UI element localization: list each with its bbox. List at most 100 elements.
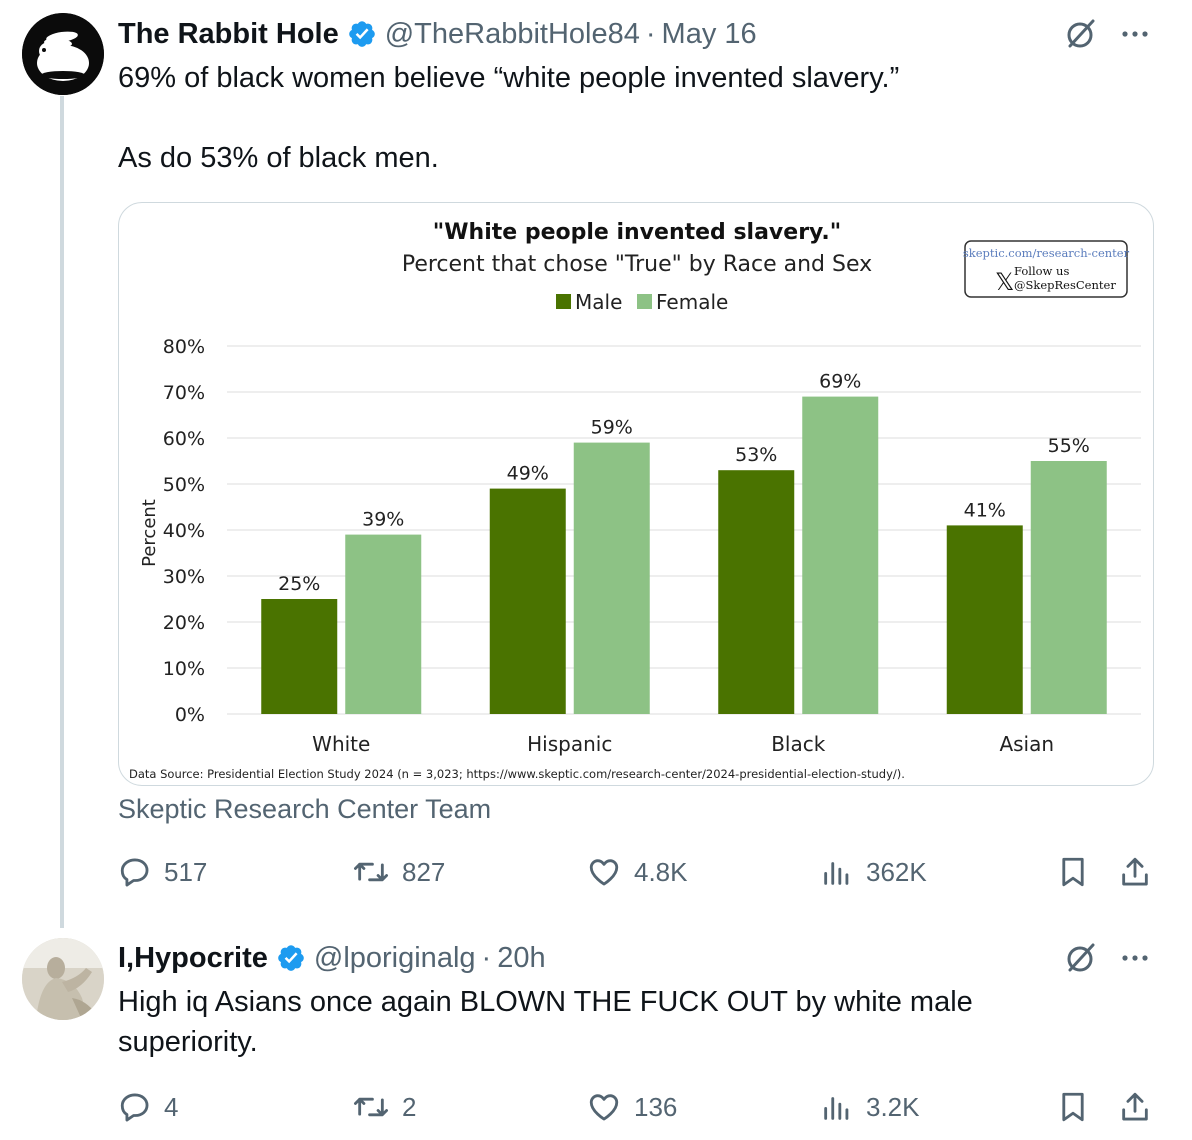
bar-male-black [718,470,795,714]
share-icon[interactable] [1118,855,1152,889]
y-tick-label: 70% [163,382,205,404]
display-name[interactable]: I,Hypocrite [118,941,268,974]
chart-legend: Male Female [556,290,728,314]
bar-value-label: 39% [362,509,404,531]
y-tick-label: 50% [163,474,205,496]
repost-icon [353,1097,388,1117]
bar-male-asian [946,525,1023,714]
display-name[interactable]: The Rabbit Hole [118,17,339,50]
chart-subtitle: Percent that chose "True" by Race and Se… [402,252,872,277]
views-count: 3.2K [866,1091,920,1122]
reply-button[interactable]: 4 [118,1087,178,1127]
like-count: 4.8K [634,856,688,887]
timestamp[interactable]: May 16 [661,17,757,50]
bar-value-label: 53% [735,444,777,466]
bookmark-icon[interactable] [1056,1090,1090,1124]
like-icon [589,1094,619,1121]
more-icon[interactable] [1118,17,1152,51]
statue-avatar-icon [22,938,104,1020]
reply-count: 4 [164,1091,179,1122]
avatar[interactable] [22,938,104,1020]
views-button[interactable]: 362K [820,852,927,892]
separator-dot: · [481,941,492,974]
verified-badge-icon [348,21,375,47]
thread-connector-line [60,96,64,928]
user-handle[interactable]: @TheRabbitHole84 [384,17,640,50]
like-button[interactable]: 4.8K [586,852,688,892]
share-icon[interactable] [1118,1090,1152,1124]
views-count: 362K [866,856,927,887]
tweet-text-line: High iq Asians once again BLOWN THE FUCK… [118,986,973,1018]
badge-follow: Follow us [1014,264,1069,278]
bar-female-asian [1030,461,1107,714]
grok-icon[interactable] [1064,941,1098,975]
reply-icon [120,1093,149,1122]
badge-url: skeptic.com/research-center [963,246,1130,260]
legend-swatch-female [637,294,652,309]
bar-value-label: 55% [1048,435,1090,457]
bar-female-hispanic [573,442,650,714]
media-attribution[interactable]: Skeptic Research Center Team [118,794,492,824]
y-tick-label: 10% [163,658,205,680]
bar-chart: "White people invented slavery." Percent… [129,220,1141,781]
y-axis-label: Percent [139,499,160,567]
y-tick-label: 0% [175,704,205,726]
timestamp[interactable]: 20h [497,941,546,974]
rabbit-logo-icon [22,13,104,95]
y-tick-label: 40% [163,520,205,542]
media-card[interactable]: "White people invented slavery." Percent… [118,202,1154,786]
y-tick-label: 80% [163,336,205,358]
reply-icon [120,858,149,887]
bookmark-icon[interactable] [1056,855,1090,889]
verified-badge-icon [278,945,304,971]
x-tick-label: White [312,732,370,756]
x-tick-label: Asian [999,732,1054,756]
bar-value-label: 69% [819,371,861,393]
tweet-header: I,Hypocrite @lporiginalg · 20h [118,938,546,978]
bar-value-label: 41% [964,499,1006,521]
y-tick-label: 30% [163,566,205,588]
views-icon [824,1097,849,1120]
chart-title: "White people invented slavery." [433,220,841,245]
repost-count: 2 [402,1091,417,1122]
like-count: 136 [634,1091,678,1122]
like-icon [589,859,619,886]
y-tick-label: 20% [163,612,205,634]
repost-button[interactable]: 827 [352,852,445,892]
repost-count: 827 [402,856,446,887]
bar-female-black [802,396,879,714]
chart-bars [261,396,1107,714]
reply-count: 517 [164,856,208,887]
legend-label-female: Female [656,290,728,314]
views-button[interactable]: 3.2K [820,1087,920,1127]
views-icon [824,862,849,885]
bar-value-labels: 25% 39% 49% 59% 53% 69% 41% 55% [278,371,1090,595]
x-logo-icon: 𝕏 [995,268,1014,296]
source-note: Data Source: Presidential Election Study… [129,767,905,781]
bar-value-label: 59% [591,417,633,439]
grok-icon[interactable] [1064,17,1098,51]
y-tick-label: 60% [163,428,205,450]
tweet-text-line: 69% of black women believe “white people… [118,62,900,94]
source-badge[interactable]: skeptic.com/research-center 𝕏 Follow us … [963,240,1130,298]
user-handle[interactable]: @lporiginalg [313,941,476,974]
tweet-text-line: As do 53% of black men. [118,142,439,174]
repost-button[interactable]: 2 [352,1087,416,1127]
bar-female-white [345,534,422,714]
bar-male-hispanic [489,488,566,714]
bar-value-label: 25% [278,573,320,595]
legend-label-male: Male [575,290,622,314]
y-axis-ticks: 0% 10% 20% 30% 40% 50% 60% 70% 80% [163,336,205,726]
more-icon[interactable] [1118,941,1152,975]
separator-dot: · [645,17,656,50]
tweet-header: The Rabbit Hole @TheRabbitHole84 · May 1… [118,14,757,54]
x-tick-label: Black [771,732,826,756]
bar-male-white [261,599,338,714]
legend-swatch-male [556,294,571,309]
reply-button[interactable]: 517 [118,852,207,892]
like-button[interactable]: 136 [586,1087,677,1127]
bar-value-label: 49% [507,463,549,485]
avatar[interactable] [22,13,104,95]
x-tick-label: Hispanic [527,732,612,756]
x-axis-ticks: White Hispanic Black Asian [312,732,1054,756]
